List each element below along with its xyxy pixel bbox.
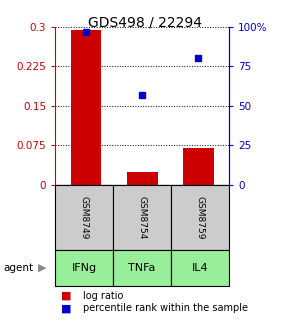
Text: TNFa: TNFa [128, 263, 156, 273]
Text: ■: ■ [61, 291, 71, 301]
Bar [183, 148, 214, 185]
Bar [127, 172, 157, 185]
Text: agent: agent [3, 263, 33, 273]
Text: ■: ■ [61, 303, 71, 313]
Text: GSM8754: GSM8754 [137, 196, 147, 239]
Text: IFNg: IFNg [72, 263, 97, 273]
Text: log ratio: log ratio [83, 291, 123, 301]
Text: GSM8749: GSM8749 [79, 196, 89, 239]
Text: percentile rank within the sample: percentile rank within the sample [83, 303, 248, 313]
Text: GSM8759: GSM8759 [195, 196, 205, 239]
Text: IL4: IL4 [192, 263, 209, 273]
Text: GDS498 / 22294: GDS498 / 22294 [88, 15, 202, 29]
Bar [70, 30, 102, 185]
Text: ▶: ▶ [38, 263, 46, 273]
